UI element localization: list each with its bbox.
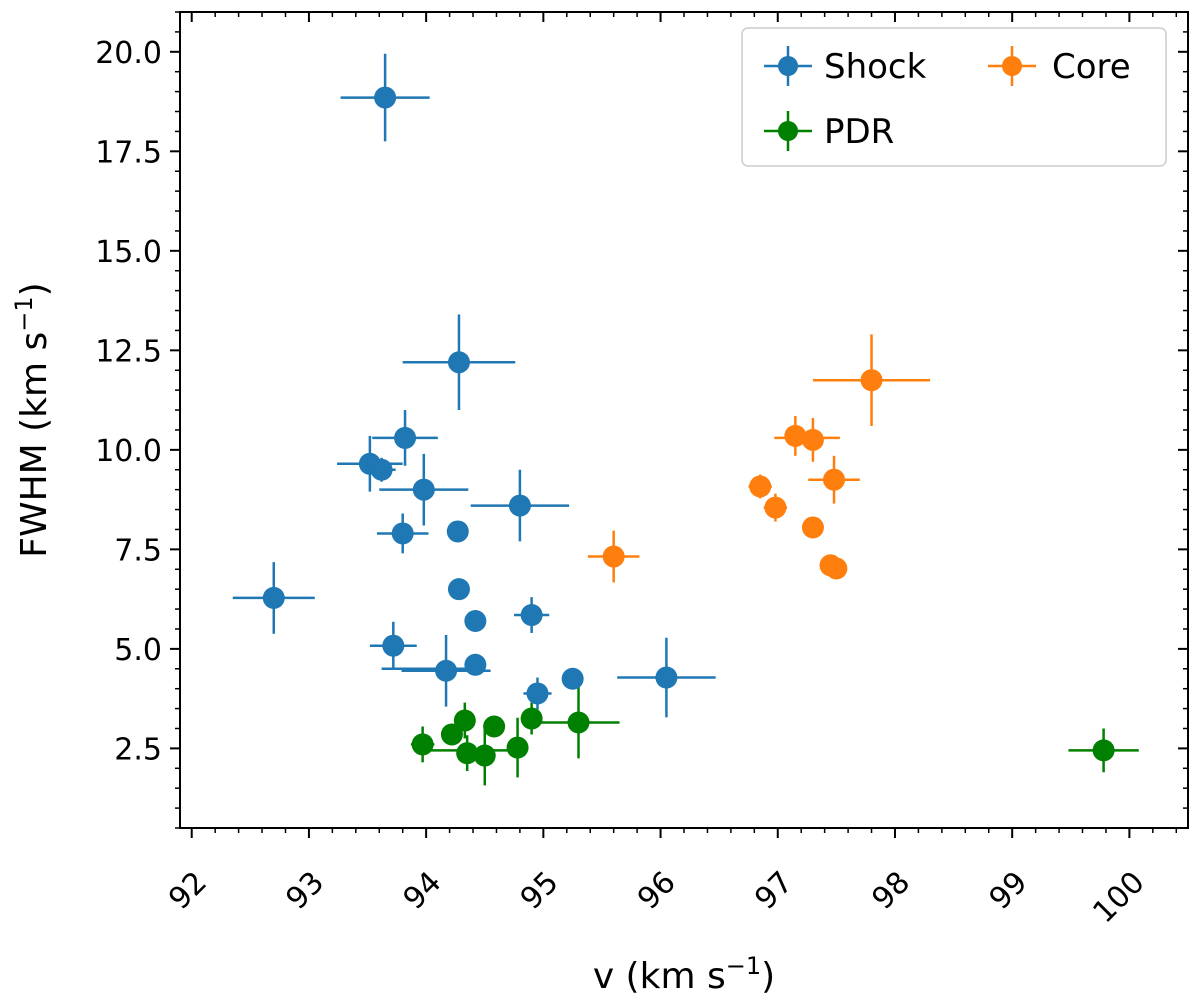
point-shock-6 bbox=[508, 494, 531, 517]
xtick-label-5: 97 bbox=[748, 865, 800, 917]
point-shock-12 bbox=[464, 610, 487, 633]
legend-label-core: Core bbox=[1052, 47, 1131, 87]
point-pdr-9 bbox=[1092, 739, 1115, 762]
legend-marker-shock-dot bbox=[778, 56, 798, 76]
y-axis-label-sup: −1 bbox=[10, 296, 38, 331]
point-shock-4 bbox=[370, 458, 393, 481]
point-shock-10 bbox=[447, 578, 470, 601]
xtick-label-7: 99 bbox=[983, 865, 1035, 917]
point-core-9 bbox=[825, 557, 848, 580]
ytick-label-7: 20.0 bbox=[95, 36, 162, 71]
point-shock-18 bbox=[526, 682, 549, 705]
legend-entry-core: Core bbox=[988, 46, 1131, 87]
legend-entry-pdr: PDR bbox=[764, 111, 894, 152]
x-axis-label-main: v (km s bbox=[593, 956, 726, 996]
legend-label-pdr: PDR bbox=[824, 112, 894, 152]
axis-ticks bbox=[170, 11, 1188, 838]
point-shock-1 bbox=[447, 351, 470, 374]
point-core-2 bbox=[801, 428, 824, 451]
xtick-label-2: 94 bbox=[397, 865, 449, 917]
ytick-label-4: 12.5 bbox=[95, 334, 162, 369]
legend-entry-shock: Shock bbox=[764, 46, 927, 87]
point-shock-11 bbox=[520, 604, 543, 627]
point-shock-15 bbox=[435, 659, 458, 682]
point-core-5 bbox=[764, 496, 787, 519]
data-points bbox=[262, 86, 1115, 767]
xtick-label-4: 96 bbox=[631, 865, 683, 917]
y-axis-label-close: ) bbox=[14, 282, 55, 296]
point-shock-7 bbox=[391, 522, 414, 545]
point-shock-16 bbox=[561, 667, 584, 690]
ytick-label-6: 17.5 bbox=[95, 135, 162, 170]
xtick-label-3: 95 bbox=[514, 865, 566, 917]
x-axis-label-close: ) bbox=[761, 956, 775, 996]
point-pdr-5 bbox=[567, 711, 590, 734]
y-axis-label-main: FWHM (km s bbox=[14, 332, 55, 558]
point-core-0 bbox=[860, 369, 883, 392]
ytick-label-5: 15.0 bbox=[95, 235, 162, 270]
point-pdr-4 bbox=[520, 707, 543, 730]
point-pdr-2 bbox=[453, 709, 476, 732]
legend-marker-core-dot bbox=[1002, 56, 1022, 76]
legend-marker-pdr-dot bbox=[778, 121, 798, 141]
legend: Shock Core PDR bbox=[741, 27, 1167, 167]
x-tick-labels: 92 93 94 95 96 97 98 99 100 bbox=[162, 865, 1151, 930]
point-shock-13 bbox=[382, 634, 405, 657]
ytick-label-3: 10.0 bbox=[95, 434, 162, 469]
y-axis-label: FWHM (km s−1) bbox=[10, 282, 55, 557]
point-shock-14 bbox=[464, 653, 487, 676]
point-shock-0 bbox=[374, 86, 397, 109]
point-pdr-6 bbox=[456, 742, 479, 765]
xtick-label-0: 92 bbox=[162, 865, 214, 917]
point-core-3 bbox=[823, 468, 846, 491]
ytick-label-2: 7.5 bbox=[114, 533, 162, 568]
point-pdr-8 bbox=[506, 736, 529, 759]
point-shock-9 bbox=[262, 586, 285, 609]
point-core-1 bbox=[784, 424, 807, 447]
point-shock-17 bbox=[655, 666, 678, 689]
point-shock-5 bbox=[412, 478, 435, 501]
xtick-label-6: 98 bbox=[865, 865, 917, 917]
point-pdr-3 bbox=[483, 715, 506, 738]
point-shock-2 bbox=[394, 426, 417, 449]
point-core-4 bbox=[749, 475, 772, 498]
ytick-label-1: 5.0 bbox=[114, 633, 162, 668]
x-axis-label-sup: −1 bbox=[726, 952, 761, 980]
legend-box bbox=[741, 27, 1167, 167]
point-shock-8 bbox=[446, 520, 469, 543]
point-core-7 bbox=[602, 545, 625, 568]
xtick-label-8: 100 bbox=[1086, 865, 1151, 930]
point-core-6 bbox=[801, 516, 824, 539]
y-tick-labels: 2.5 5.0 7.5 10.0 12.5 15.0 17.5 20.0 bbox=[95, 36, 162, 768]
point-pdr-7 bbox=[473, 744, 496, 767]
point-pdr-1 bbox=[440, 723, 463, 746]
point-pdr-0 bbox=[411, 733, 434, 756]
x-axis-label: v (km s−1) bbox=[593, 952, 775, 996]
ytick-label-0: 2.5 bbox=[114, 732, 162, 767]
xtick-label-1: 93 bbox=[279, 865, 331, 917]
legend-label-shock: Shock bbox=[824, 47, 927, 87]
